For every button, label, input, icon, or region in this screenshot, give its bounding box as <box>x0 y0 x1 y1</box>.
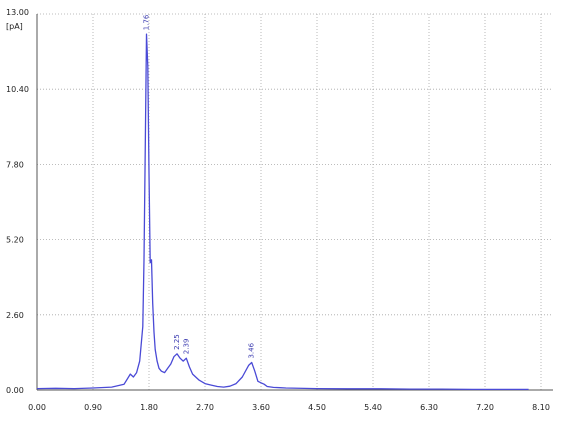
x-tick-label: 0.00 <box>28 403 46 412</box>
axes <box>36 14 553 391</box>
x-tick-label: 1.80 <box>140 403 158 412</box>
peak-label: 2.39 <box>182 339 190 355</box>
peak-label: 1.76 <box>143 14 151 30</box>
peak-label: 3.46 <box>248 342 256 358</box>
x-tick-label: 7.20 <box>476 403 494 412</box>
y-unit-label: [pA] <box>6 22 23 31</box>
x-tick-label: 3.60 <box>252 403 270 412</box>
x-tick-label: 8.10 <box>532 403 550 412</box>
tick-labels: 0.00 0.90 1.80 2.70 3.60 4.50 5.40 6.30 7.20 8.10… <box>6 85 550 412</box>
x-tick-label: 6.30 <box>420 403 438 412</box>
x-tick-label: 0.90 <box>84 403 102 412</box>
y-tick-label: 10.40 <box>6 85 29 94</box>
peak-label: 2.25 <box>173 334 181 350</box>
x-tick-label: 2.70 <box>196 403 214 412</box>
y-tick-label: 7.80 <box>6 160 24 169</box>
x-tick-label: 5.40 <box>364 403 382 412</box>
peak-labels: 1.76 2.25 2.39 3.46 <box>143 14 256 358</box>
y-tick-label: 5.20 <box>6 236 24 245</box>
y-tick-label: 0.00 <box>6 386 24 395</box>
y-top-label: 13.00 <box>6 8 29 17</box>
series-line <box>36 33 529 391</box>
x-tick-label: 4.50 <box>308 403 326 412</box>
y-tick-label: 2.60 <box>6 311 24 320</box>
grid-lines <box>37 13 553 390</box>
